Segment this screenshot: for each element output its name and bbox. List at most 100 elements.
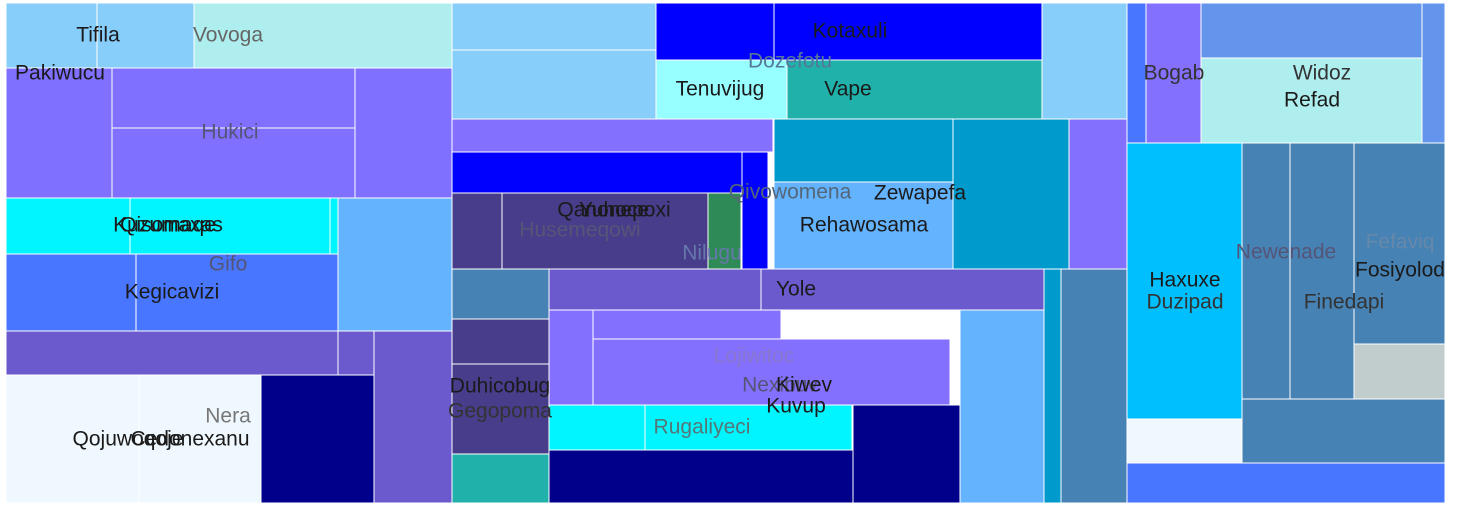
treemap-cell <box>548 268 762 311</box>
treemap-cell <box>193 2 453 69</box>
treemap-cell <box>1126 462 1446 504</box>
treemap-label: Yole <box>776 278 816 301</box>
treemap-cell <box>592 338 951 406</box>
treemap-label: Dozefotu <box>748 50 832 73</box>
treemap-cell <box>1043 268 1062 504</box>
treemap-label: Finedapi <box>1304 291 1385 314</box>
treemap-cell <box>1200 57 1423 144</box>
treemap-label: Qanonepoxi <box>557 199 670 222</box>
treemap-label: Qisomaqe <box>120 214 216 237</box>
treemap-cell <box>548 404 646 451</box>
treemap-label: Rehawosama <box>800 214 929 237</box>
treemap-cell <box>337 197 453 332</box>
treemap-cell <box>548 309 594 406</box>
treemap-label: Hukici <box>201 121 258 144</box>
treemap-cell <box>1126 418 1243 464</box>
treemap-label: Widoz <box>1293 62 1351 85</box>
treemap-cell <box>1289 142 1355 400</box>
treemap-cell <box>451 151 743 194</box>
treemap-cell <box>354 67 453 199</box>
treemap-label: Tifila <box>76 24 120 47</box>
treemap-label: Vovoga <box>193 24 263 47</box>
treemap-cell <box>773 2 1043 61</box>
treemap-cell <box>1041 2 1128 120</box>
treemap-label: Kiwev <box>776 374 833 397</box>
treemap-cell <box>655 59 788 120</box>
treemap-label: Vape <box>824 78 872 101</box>
treemap-cell <box>451 268 550 320</box>
treemap-cell <box>451 453 550 504</box>
treemap-label: Gegopoma <box>448 400 552 423</box>
treemap-cell <box>1126 142 1243 420</box>
treemap-cell <box>773 181 954 270</box>
treemap-cell <box>260 374 375 504</box>
treemap-cell <box>1353 142 1446 345</box>
treemap-label: Yuhoce <box>579 199 649 222</box>
treemap-label: Nilugu <box>682 242 742 265</box>
treemap-label: Nexibuv <box>742 374 818 397</box>
treemap-label: Lojiwitoc <box>714 345 795 368</box>
treemap-cell <box>5 330 375 376</box>
treemap-cell <box>959 309 1045 504</box>
treemap-cell <box>1200 2 1423 59</box>
treemap-cell <box>773 118 954 183</box>
treemap-label: Husemeqowi <box>519 219 640 242</box>
treemap-label: Zewapefa <box>874 182 967 205</box>
treemap-label: Kotaxuli <box>813 20 888 43</box>
treemap-cell <box>1241 142 1291 400</box>
treemap-cell <box>111 67 356 129</box>
treemap-cell <box>451 318 550 365</box>
treemap-label: Fosiyolod <box>1355 259 1445 282</box>
treemap-label: Qivowomena <box>729 181 852 204</box>
treemap-label: Newenade <box>1236 241 1336 264</box>
treemap-label: Gifo <box>209 253 248 276</box>
treemap-label: Qojuwoqoje <box>73 428 184 451</box>
treemap-label: Kuvup <box>766 395 826 418</box>
treemap-cell <box>1241 398 1446 464</box>
treemap-cell <box>5 197 131 255</box>
treemap-cell <box>5 67 113 199</box>
treemap-cell <box>451 2 657 51</box>
treemap-label: Rugaliyeci <box>654 416 751 439</box>
treemap-cell <box>329 197 339 255</box>
treemap-cell <box>111 127 356 199</box>
treemap-label: Refad <box>1284 89 1340 112</box>
treemap-label: Pakiwucu <box>15 62 105 85</box>
treemap-cell <box>786 59 1043 120</box>
treemap-cell <box>852 404 961 504</box>
treemap-label: Nera <box>205 405 251 428</box>
treemap-cell <box>741 151 769 270</box>
treemap-cells <box>5 2 1446 504</box>
treemap-cell <box>760 268 1045 311</box>
treemap-cell <box>451 49 657 120</box>
treemap-cell <box>1068 118 1128 270</box>
treemap-cell <box>952 118 1070 270</box>
treemap-label: Kuzumaxas <box>113 214 223 237</box>
treemap-label: Kegicavizi <box>125 281 220 304</box>
treemap-label: Duhicobug <box>450 375 550 398</box>
treemap-cell <box>707 192 742 270</box>
treemap-cell <box>5 2 98 69</box>
treemap-labels: Tifila Vovoga Pakiwucu Hukici KuzumaxasQisom… <box>15 20 1445 451</box>
treemap-cell <box>655 2 775 61</box>
treemap-label: Cedonexanu <box>130 428 249 451</box>
treemap-cell <box>1421 2 1446 144</box>
treemap-cell <box>1060 268 1128 504</box>
treemap-cell <box>451 192 503 270</box>
treemap-cell <box>1145 2 1202 144</box>
treemap-cell <box>451 118 774 153</box>
treemap-cell <box>135 253 339 332</box>
treemap-cell <box>1353 343 1446 400</box>
treemap-label: Haxuxe <box>1149 269 1220 292</box>
treemap-label: Duzipad <box>1146 291 1223 314</box>
treemap-label: Bogab <box>1144 62 1205 85</box>
treemap-label: Fefaviq <box>1366 231 1435 254</box>
treemap-label: Tenuvijug <box>676 78 765 101</box>
treemap-cell <box>548 449 854 504</box>
treemap-cell <box>451 363 550 455</box>
treemap-cell <box>96 2 195 69</box>
treemap-cell <box>5 253 137 332</box>
treemap-cell <box>337 330 375 376</box>
treemap-cell <box>592 309 782 340</box>
